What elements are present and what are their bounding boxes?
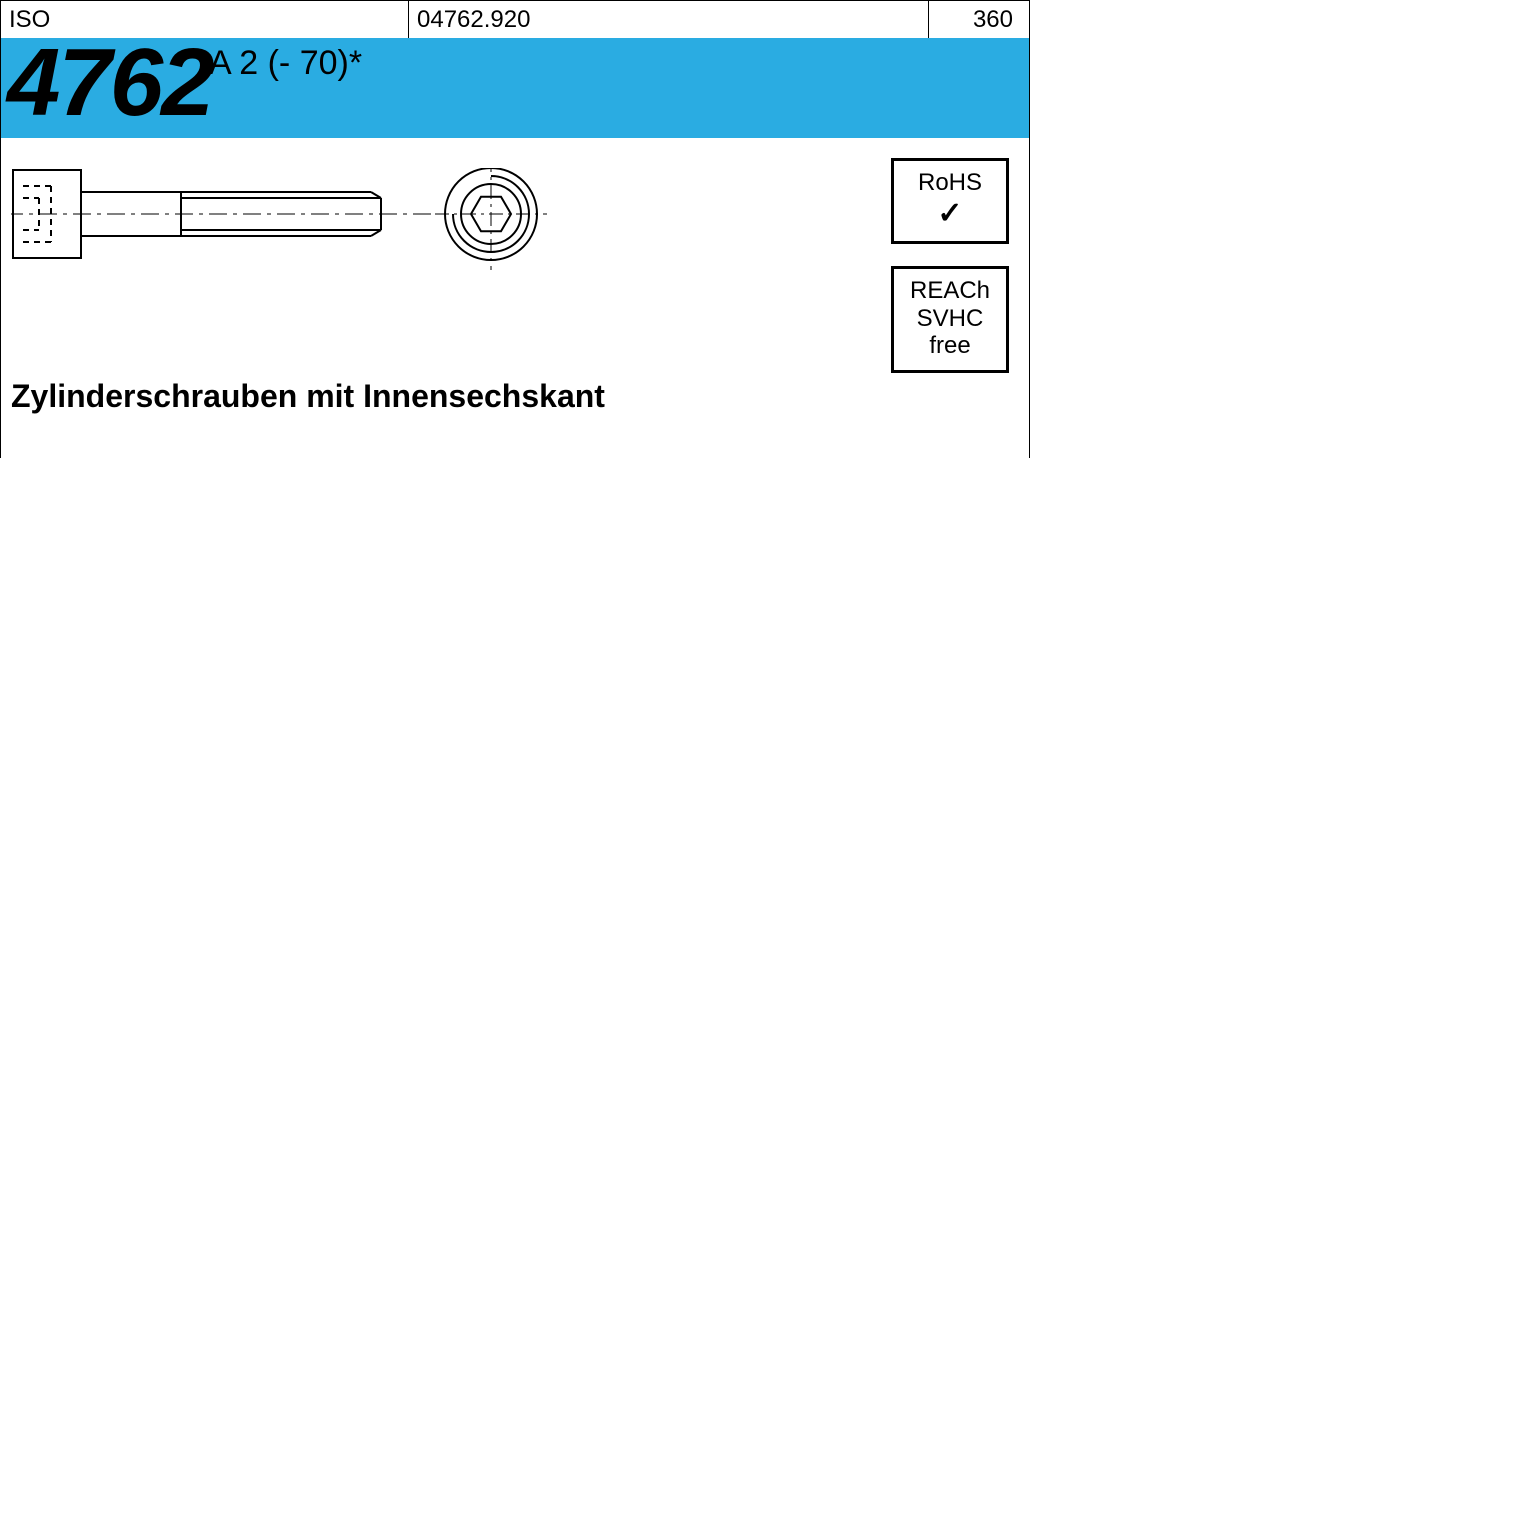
reach-badge: REACh SVHC free	[891, 266, 1009, 373]
screw-diagram	[11, 168, 571, 288]
header-code: 04762.920	[408, 1, 928, 38]
blue-band: 4762 A 2 (- 70)*	[0, 38, 1030, 138]
product-description: Zylinderschrauben mit Innensechskant	[11, 378, 605, 415]
product-card: ISO 04762.920 360 4762 A 2 (- 70)*	[0, 0, 1030, 1030]
compliance-badges: RoHS ✓ REACh SVHC free	[891, 158, 1009, 373]
reach-line3: free	[900, 332, 1000, 360]
reach-line2: SVHC	[900, 305, 1000, 333]
header-qty: 360	[928, 1, 1030, 38]
rohs-badge: RoHS ✓	[891, 158, 1009, 244]
reach-line1: REACh	[900, 277, 1000, 305]
rohs-label: RoHS	[900, 169, 1000, 197]
middle-area: Zylinderschrauben mit Innensechskant RoH…	[0, 138, 1030, 458]
check-icon: ✓	[900, 197, 1000, 232]
standard-number: 4762	[7, 28, 213, 138]
material-grade: A 2 (- 70)*	[209, 44, 362, 83]
